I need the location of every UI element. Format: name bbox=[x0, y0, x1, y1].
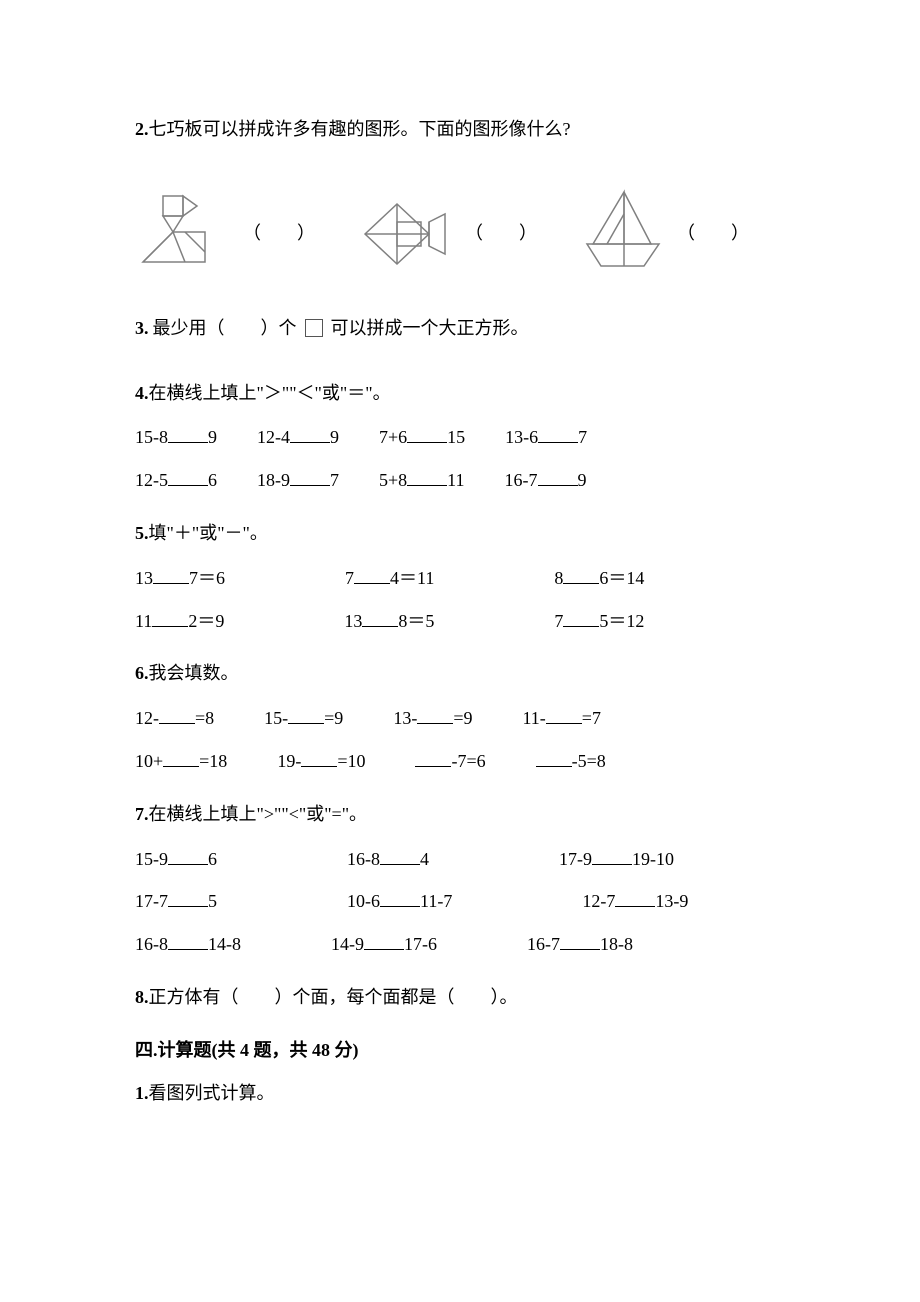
q7-r1-i2: 16-84 bbox=[347, 845, 429, 874]
q4-row-2: 12-56 18-97 5+811 16-79 bbox=[135, 466, 785, 495]
q7-r2-i3: 12-713-9 bbox=[582, 887, 688, 916]
s4q1-body: 看图列式计算。 bbox=[149, 1083, 275, 1103]
tangram-figures-row: （ ） （ ） bbox=[135, 184, 785, 284]
q7-r3-i1: 16-814-8 bbox=[135, 930, 241, 959]
q6-prefix: 6. bbox=[135, 663, 149, 683]
figure-3-blank: （ ） bbox=[677, 219, 749, 248]
q5-r2-i3: 75＝12 bbox=[554, 607, 644, 636]
q5-row-2: 112＝9 138＝5 75＝12 bbox=[135, 607, 785, 636]
q4-r1-i2: 12-49 bbox=[257, 423, 339, 452]
question-6: 6.我会填数。 12-=8 15-=9 13-=9 11-=7 10+=18 1… bbox=[135, 659, 785, 775]
question-8-text: 8.正方体有（ ）个面，每个面都是（ ）。 bbox=[135, 983, 785, 1012]
question-2-text: 2.七巧板可以拼成许多有趣的图形。下面的图形像什么? bbox=[135, 115, 785, 144]
q7-r2-i2: 10-611-7 bbox=[347, 887, 452, 916]
q4-r1-i3: 7+615 bbox=[379, 423, 465, 452]
q7-r3-i3: 16-718-8 bbox=[527, 930, 633, 959]
s4q1-prefix: 1. bbox=[135, 1083, 149, 1103]
q6-r2-i4: -5=8 bbox=[536, 747, 606, 776]
s4q1-text: 1.看图列式计算。 bbox=[135, 1079, 785, 1108]
q6-r1-i4: 11-=7 bbox=[522, 704, 600, 733]
tangram-figure-3: （ ） bbox=[579, 184, 749, 284]
small-square-icon bbox=[305, 319, 323, 337]
q7-row-3: 16-814-8 14-917-6 16-718-8 bbox=[135, 930, 785, 959]
q5-r1-i3: 86＝14 bbox=[554, 564, 644, 593]
q2-prefix: 2. bbox=[135, 119, 149, 139]
q4-r2-i1: 12-56 bbox=[135, 466, 217, 495]
section-4-question-1: 1.看图列式计算。 bbox=[135, 1079, 785, 1108]
q7-row-2: 17-75 10-611-7 12-713-9 bbox=[135, 887, 785, 916]
q4-body: 在横线上填上"＞""＜"或"＝"。 bbox=[149, 383, 391, 403]
fish-icon bbox=[357, 194, 457, 274]
q4-r2-i2: 18-97 bbox=[257, 466, 339, 495]
q3-text-b: 可以拼成一个大正方形。 bbox=[331, 314, 529, 343]
q5-row-1: 137＝6 74＝11 86＝14 bbox=[135, 564, 785, 593]
question-5-text: 5.填"＋"或"－"。 bbox=[135, 519, 785, 548]
q6-r2-i1: 10+=18 bbox=[135, 747, 227, 776]
q6-row-1: 12-=8 15-=9 13-=9 11-=7 bbox=[135, 704, 785, 733]
q7-body: 在横线上填上">""<"或"="。 bbox=[149, 804, 368, 824]
q7-row-1: 15-96 16-84 17-919-10 bbox=[135, 845, 785, 874]
q5-r2-i2: 138＝5 bbox=[344, 607, 434, 636]
q3-text-a: 最少用（ ）个 bbox=[153, 314, 297, 343]
q5-r1-i1: 137＝6 bbox=[135, 564, 225, 593]
question-7-text: 7.在横线上填上">""<"或"="。 bbox=[135, 800, 785, 829]
figure-1-blank: （ ） bbox=[243, 219, 315, 248]
question-4-text: 4.在横线上填上"＞""＜"或"＝"。 bbox=[135, 379, 785, 408]
tangram-figure-2: （ ） bbox=[357, 194, 567, 274]
q6-row-2: 10+=18 19-=10 -7=6 -5=8 bbox=[135, 747, 785, 776]
q6-r1-i2: 15-=9 bbox=[264, 704, 343, 733]
q5-prefix: 5. bbox=[135, 523, 149, 543]
section-4-title: 四.计算题(共 4 题，共 48 分) bbox=[135, 1036, 785, 1065]
question-3-text: 3.最少用（ ）个 可以拼成一个大正方形。 bbox=[135, 314, 785, 343]
q4-r2-i4: 16-79 bbox=[505, 466, 587, 495]
q5-r2-i1: 112＝9 bbox=[135, 607, 224, 636]
q4-r2-i3: 5+811 bbox=[379, 466, 465, 495]
question-5: 5.填"＋"或"－"。 137＝6 74＝11 86＝14 112＝9 138＝… bbox=[135, 519, 785, 635]
question-7: 7.在横线上填上">""<"或"="。 15-96 16-84 17-919-1… bbox=[135, 800, 785, 959]
q7-prefix: 7. bbox=[135, 804, 149, 824]
q6-r1-i3: 13-=9 bbox=[393, 704, 472, 733]
question-4: 4.在横线上填上"＞""＜"或"＝"。 15-89 12-49 7+615 13… bbox=[135, 379, 785, 495]
question-8: 8.正方体有（ ）个面，每个面都是（ ）。 bbox=[135, 983, 785, 1012]
q6-r1-i1: 12-=8 bbox=[135, 704, 214, 733]
q4-prefix: 4. bbox=[135, 383, 149, 403]
q3-prefix: 3. bbox=[135, 314, 149, 343]
q8-prefix: 8. bbox=[135, 987, 149, 1007]
q6-body: 我会填数。 bbox=[149, 663, 239, 683]
q4-r1-i1: 15-89 bbox=[135, 423, 217, 452]
q5-r1-i2: 74＝11 bbox=[345, 564, 434, 593]
q7-r1-i3: 17-919-10 bbox=[559, 845, 674, 874]
q2-body: 七巧板可以拼成许多有趣的图形。下面的图形像什么? bbox=[149, 119, 571, 139]
q7-r3-i2: 14-917-6 bbox=[331, 930, 437, 959]
q7-r1-i1: 15-96 bbox=[135, 845, 217, 874]
question-3: 3.最少用（ ）个 可以拼成一个大正方形。 bbox=[135, 314, 785, 343]
figure-2-blank: （ ） bbox=[465, 219, 537, 248]
q6-r2-i2: 19-=10 bbox=[277, 747, 365, 776]
q7-r2-i1: 17-75 bbox=[135, 887, 217, 916]
swan-icon bbox=[135, 184, 235, 284]
tangram-figure-1: （ ） bbox=[135, 184, 345, 284]
q4-r1-i4: 13-67 bbox=[505, 423, 587, 452]
sailboat-icon bbox=[579, 184, 669, 284]
q8-body: 正方体有（ ）个面，每个面都是（ ）。 bbox=[149, 987, 518, 1007]
question-2: 2.七巧板可以拼成许多有趣的图形。下面的图形像什么? （ ） bbox=[135, 115, 785, 284]
q4-row-1: 15-89 12-49 7+615 13-67 bbox=[135, 423, 785, 452]
q5-body: 填"＋"或"－"。 bbox=[149, 523, 268, 543]
question-6-text: 6.我会填数。 bbox=[135, 659, 785, 688]
q6-r2-i3: -7=6 bbox=[415, 747, 485, 776]
